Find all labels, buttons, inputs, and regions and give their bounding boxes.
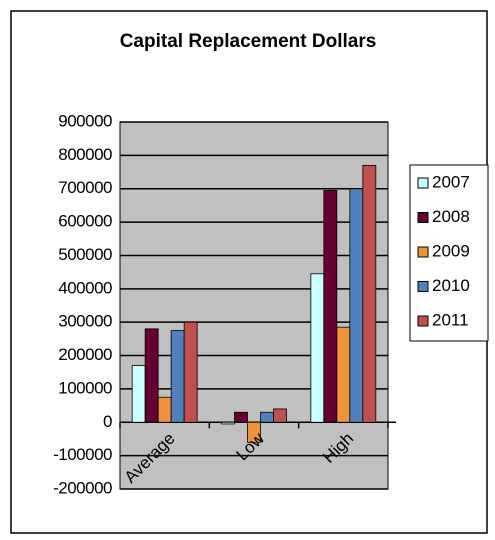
legend-label: 2007 <box>432 172 470 191</box>
y-tick-label: 600000 <box>58 212 112 231</box>
legend-label: 2008 <box>432 207 470 226</box>
bar <box>183 321 198 423</box>
y-tick-label: 500000 <box>58 245 112 264</box>
bar <box>247 421 261 443</box>
bar <box>144 328 159 423</box>
chart-title: Capital Replacement Dollars <box>120 31 377 52</box>
bar <box>310 273 325 423</box>
bar <box>157 396 172 423</box>
bar <box>221 421 235 425</box>
bar <box>336 326 351 423</box>
y-tick-label: 900000 <box>58 111 112 130</box>
bar <box>260 411 274 423</box>
bar <box>349 188 364 423</box>
bar <box>362 164 377 423</box>
y-tick-label: 0 <box>103 412 112 431</box>
legend-swatch <box>417 177 429 189</box>
bar <box>131 365 146 423</box>
legend-swatch <box>417 246 429 258</box>
legend-label: 2009 <box>432 241 470 260</box>
y-tick-label: 300000 <box>58 312 112 331</box>
y-tick-label: 700000 <box>58 178 112 197</box>
y-tick-label: 200000 <box>58 345 112 364</box>
y-tick-label: -200000 <box>53 478 112 497</box>
legend-swatch <box>417 212 429 223</box>
bar <box>170 330 185 423</box>
legend-label: 2011 <box>432 310 469 329</box>
legend-label: 2010 <box>432 276 470 295</box>
legend-swatch <box>417 315 429 327</box>
bar <box>234 411 248 423</box>
legend-swatch <box>417 281 429 292</box>
y-tick-label: -100000 <box>53 445 112 464</box>
y-tick-label: 800000 <box>58 145 112 164</box>
y-tick-label: 100000 <box>58 378 112 397</box>
y-tick-label: 400000 <box>58 278 112 297</box>
bar <box>273 408 287 423</box>
bar <box>323 189 338 423</box>
